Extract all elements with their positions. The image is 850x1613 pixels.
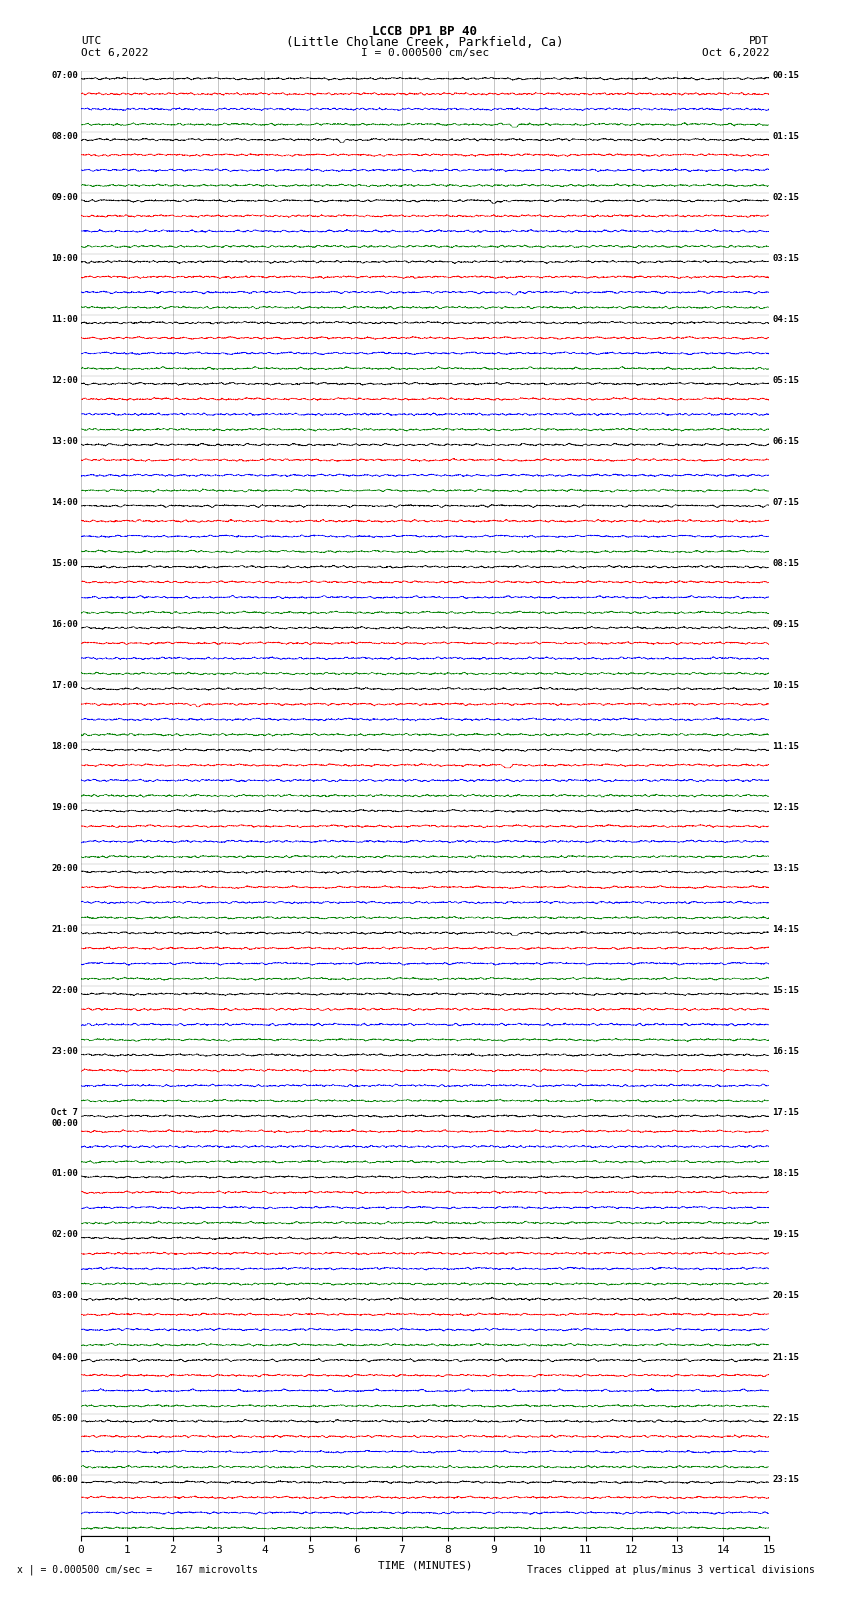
Text: 05:15: 05:15 bbox=[772, 376, 799, 386]
Text: 18:15: 18:15 bbox=[772, 1169, 799, 1179]
Text: Oct 6,2022: Oct 6,2022 bbox=[702, 47, 769, 58]
X-axis label: TIME (MINUTES): TIME (MINUTES) bbox=[377, 1561, 473, 1571]
Text: 03:15: 03:15 bbox=[772, 253, 799, 263]
Text: 04:15: 04:15 bbox=[772, 315, 799, 324]
Text: 01:00: 01:00 bbox=[51, 1169, 78, 1179]
Text: 21:15: 21:15 bbox=[772, 1352, 799, 1361]
Text: 16:00: 16:00 bbox=[51, 621, 78, 629]
Text: 02:00: 02:00 bbox=[51, 1231, 78, 1239]
Text: PDT: PDT bbox=[749, 37, 769, 47]
Text: 11:00: 11:00 bbox=[51, 315, 78, 324]
Text: 12:15: 12:15 bbox=[772, 803, 799, 813]
Text: 08:15: 08:15 bbox=[772, 560, 799, 568]
Text: 23:15: 23:15 bbox=[772, 1474, 799, 1484]
Text: 04:00: 04:00 bbox=[51, 1352, 78, 1361]
Text: 22:15: 22:15 bbox=[772, 1413, 799, 1423]
Text: I = 0.000500 cm/sec: I = 0.000500 cm/sec bbox=[361, 47, 489, 58]
Text: 08:00: 08:00 bbox=[51, 132, 78, 140]
Text: 11:15: 11:15 bbox=[772, 742, 799, 752]
Text: 07:00: 07:00 bbox=[51, 71, 78, 81]
Text: Traces clipped at plus/minus 3 vertical divisions: Traces clipped at plus/minus 3 vertical … bbox=[527, 1565, 815, 1574]
Text: LCCB DP1 BP 40: LCCB DP1 BP 40 bbox=[372, 24, 478, 39]
Text: 06:00: 06:00 bbox=[51, 1474, 78, 1484]
Text: 19:15: 19:15 bbox=[772, 1231, 799, 1239]
Text: 23:00: 23:00 bbox=[51, 1047, 78, 1057]
Text: 20:00: 20:00 bbox=[51, 865, 78, 873]
Text: 03:00: 03:00 bbox=[51, 1292, 78, 1300]
Text: x | = 0.000500 cm/sec =    167 microvolts: x | = 0.000500 cm/sec = 167 microvolts bbox=[17, 1565, 258, 1576]
Text: 10:15: 10:15 bbox=[772, 681, 799, 690]
Text: 19:00: 19:00 bbox=[51, 803, 78, 813]
Text: 13:00: 13:00 bbox=[51, 437, 78, 447]
Text: 07:15: 07:15 bbox=[772, 498, 799, 506]
Text: 13:15: 13:15 bbox=[772, 865, 799, 873]
Text: 17:00: 17:00 bbox=[51, 681, 78, 690]
Text: 22:00: 22:00 bbox=[51, 987, 78, 995]
Text: 02:15: 02:15 bbox=[772, 194, 799, 202]
Text: 15:15: 15:15 bbox=[772, 987, 799, 995]
Text: 09:00: 09:00 bbox=[51, 194, 78, 202]
Text: 14:00: 14:00 bbox=[51, 498, 78, 506]
Text: 17:15: 17:15 bbox=[772, 1108, 799, 1118]
Text: 06:15: 06:15 bbox=[772, 437, 799, 447]
Text: 18:00: 18:00 bbox=[51, 742, 78, 752]
Text: 01:15: 01:15 bbox=[772, 132, 799, 140]
Text: 15:00: 15:00 bbox=[51, 560, 78, 568]
Text: 21:00: 21:00 bbox=[51, 926, 78, 934]
Text: 16:15: 16:15 bbox=[772, 1047, 799, 1057]
Text: Oct 6,2022: Oct 6,2022 bbox=[81, 47, 148, 58]
Text: 10:00: 10:00 bbox=[51, 253, 78, 263]
Text: 12:00: 12:00 bbox=[51, 376, 78, 386]
Text: Oct 7
00:00: Oct 7 00:00 bbox=[51, 1108, 78, 1127]
Text: 05:00: 05:00 bbox=[51, 1413, 78, 1423]
Text: 00:15: 00:15 bbox=[772, 71, 799, 81]
Text: 09:15: 09:15 bbox=[772, 621, 799, 629]
Text: 20:15: 20:15 bbox=[772, 1292, 799, 1300]
Text: 14:15: 14:15 bbox=[772, 926, 799, 934]
Text: (Little Cholane Creek, Parkfield, Ca): (Little Cholane Creek, Parkfield, Ca) bbox=[286, 37, 564, 50]
Text: UTC: UTC bbox=[81, 37, 101, 47]
